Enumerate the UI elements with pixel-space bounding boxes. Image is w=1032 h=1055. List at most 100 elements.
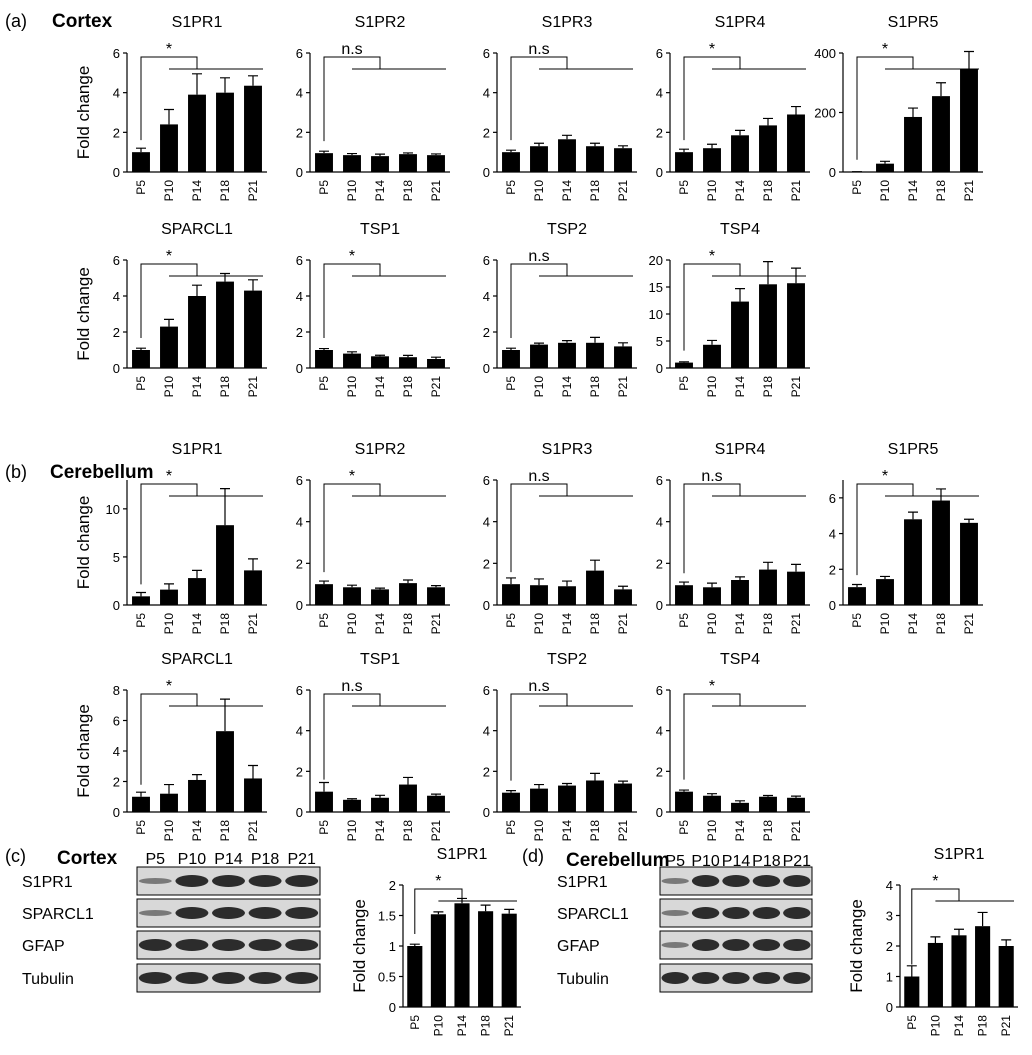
- x-tick-label: P21: [616, 613, 630, 635]
- bar: [399, 785, 417, 812]
- y-tick-label: 2: [483, 125, 490, 140]
- bar: [188, 780, 206, 812]
- chart-title: S1PR3: [542, 14, 593, 31]
- error-bar: [707, 583, 717, 587]
- error-bar: [403, 153, 413, 154]
- error-bar: [618, 586, 628, 589]
- error-bar: [590, 143, 600, 146]
- bar: [675, 152, 693, 172]
- y-tick-label: 2: [886, 939, 893, 954]
- error-bar: [763, 796, 773, 797]
- bar: [731, 803, 749, 812]
- significance-bracket: [324, 484, 446, 572]
- error-bar: [562, 581, 572, 586]
- chart-title: S1PR2: [355, 14, 406, 31]
- bar: [904, 519, 922, 605]
- error-bar: [319, 783, 329, 792]
- bar: [454, 903, 469, 1007]
- y-tick-label: 4: [296, 86, 303, 101]
- bar: [343, 354, 361, 368]
- chart-title: TSP1: [360, 221, 400, 238]
- panel-title: Cerebellum: [566, 850, 669, 871]
- error-bar: [506, 578, 516, 584]
- error-bar: [433, 912, 443, 914]
- bar: [132, 797, 150, 812]
- error-bar: [136, 792, 146, 797]
- y-tick-label: 6: [113, 46, 120, 61]
- bar: [244, 570, 262, 605]
- y-tick-label: 0: [656, 805, 663, 820]
- error-bar: [707, 144, 717, 148]
- bar: [343, 155, 361, 172]
- x-tick-label: P10: [705, 820, 719, 842]
- blot-band: [753, 939, 780, 951]
- error-bar: [481, 905, 491, 911]
- panel-label: (d): [522, 846, 544, 866]
- x-tick-label: P18: [934, 180, 948, 202]
- x-tick-label: P14: [190, 180, 204, 202]
- blot-band: [212, 972, 245, 984]
- significance-bracket: [141, 484, 263, 584]
- y-tick-label: 400: [814, 46, 836, 61]
- blot-band: [662, 972, 689, 984]
- y-tick-label: 2: [389, 878, 396, 893]
- y-tick-label: 6: [296, 46, 303, 61]
- x-tick-label: P18: [218, 376, 232, 398]
- significance-label: *: [882, 41, 888, 58]
- x-tick-label: P5: [317, 376, 331, 391]
- error-bar: [791, 796, 801, 798]
- x-tick-label: P21: [429, 376, 443, 398]
- error-bar: [534, 143, 544, 146]
- x-tick-label: P10: [928, 1015, 942, 1037]
- bar: [502, 584, 520, 605]
- bar: [427, 587, 445, 605]
- blot-band: [692, 939, 719, 951]
- x-tick-label: P5: [677, 820, 691, 835]
- significance-label: n.s: [341, 41, 362, 58]
- y-tick-label: 4: [113, 744, 120, 759]
- error-bar: [192, 74, 202, 95]
- x-tick-label: P21: [962, 180, 976, 202]
- y-tick-label: 0: [829, 165, 836, 180]
- bar: [932, 501, 950, 605]
- error-bar: [791, 107, 801, 115]
- y-tick-label: 0: [483, 165, 490, 180]
- bar: [759, 284, 777, 368]
- blot-band: [212, 907, 245, 919]
- significance-label: *: [349, 248, 355, 265]
- blot-band: [662, 878, 689, 884]
- chart-title: S1PR4: [715, 14, 766, 31]
- blot-band: [139, 939, 172, 951]
- panel-title: Cortex: [57, 848, 118, 869]
- error-bar: [735, 801, 745, 803]
- x-tick-label: P21: [616, 820, 630, 842]
- x-tick-label: P10: [345, 820, 359, 842]
- x-tick-label: P10: [532, 376, 546, 398]
- blot-band: [175, 875, 208, 887]
- blot-band: [692, 972, 719, 984]
- bar: [876, 164, 894, 172]
- blot-band: [212, 875, 245, 887]
- chart-title: S1PR5: [888, 441, 939, 458]
- x-tick-label: P5: [677, 376, 691, 391]
- bar: [343, 587, 361, 605]
- y-tick-label: 0: [296, 165, 303, 180]
- error-bar: [880, 576, 890, 579]
- lane-label: P10: [178, 851, 207, 868]
- error-bar: [908, 108, 918, 117]
- error-bar: [964, 519, 974, 523]
- bar: [132, 152, 150, 172]
- bar: [530, 345, 548, 368]
- x-tick-label: P21: [246, 376, 260, 398]
- significance-bracket: [324, 694, 446, 780]
- x-tick-label: P18: [588, 376, 602, 398]
- bar: [371, 798, 389, 812]
- bar: [371, 589, 389, 605]
- lane-label: P14: [214, 851, 243, 868]
- blot-row-label: GFAP: [22, 938, 65, 955]
- error-bar: [735, 577, 745, 580]
- significance-label: n.s: [528, 41, 549, 58]
- y-axis-label: Fold change: [847, 899, 866, 993]
- x-tick-label: P10: [705, 180, 719, 202]
- error-bar: [534, 579, 544, 585]
